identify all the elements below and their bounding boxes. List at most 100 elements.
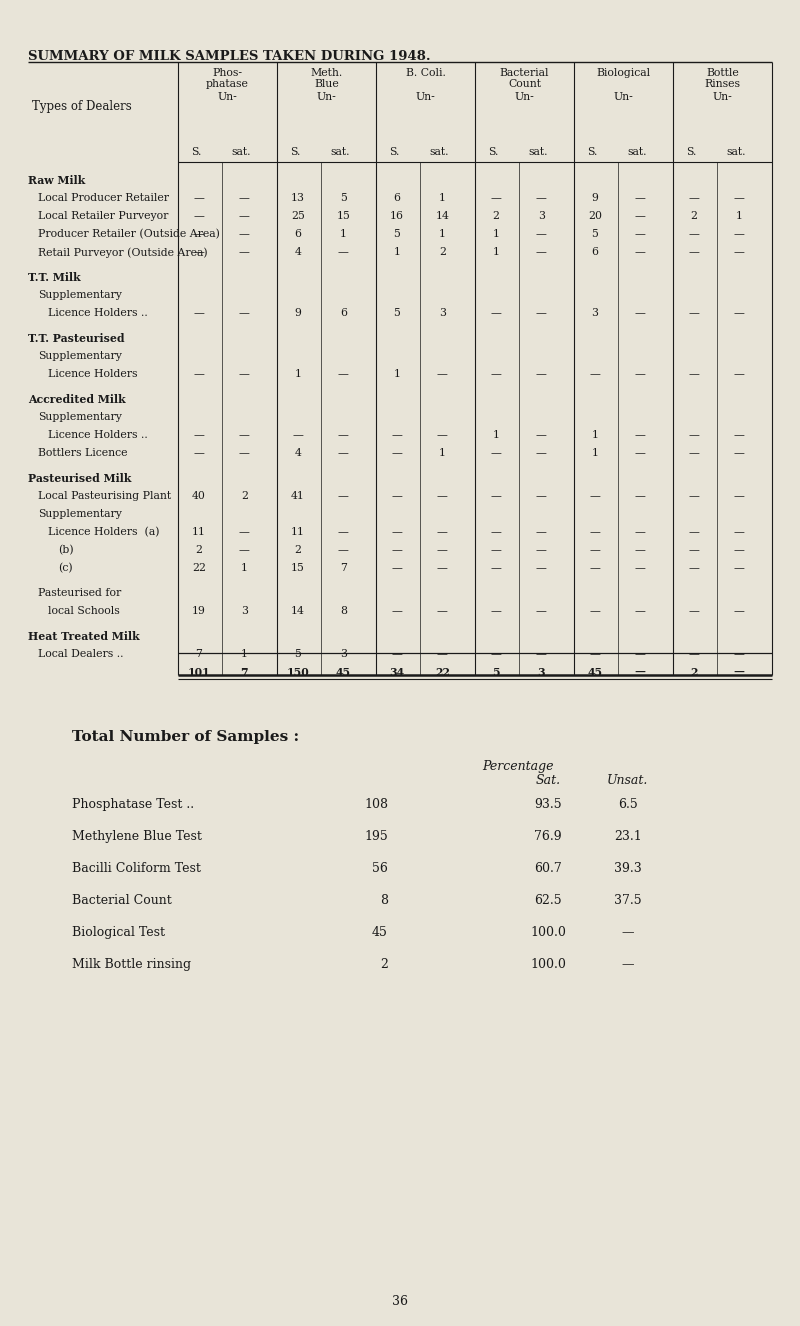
Text: 1: 1 xyxy=(394,247,400,257)
Text: 39.3: 39.3 xyxy=(614,862,642,875)
Text: —: — xyxy=(635,430,646,440)
Text: —: — xyxy=(536,247,546,257)
Text: 41: 41 xyxy=(291,491,305,501)
Text: —: — xyxy=(688,229,699,239)
Text: 9: 9 xyxy=(294,308,302,318)
Text: —: — xyxy=(490,606,502,617)
Text: Milk Bottle rinsing: Milk Bottle rinsing xyxy=(72,957,191,971)
Text: —: — xyxy=(239,229,250,239)
Text: Licence Holders ..: Licence Holders .. xyxy=(48,430,148,440)
Text: Local Dealers ..: Local Dealers .. xyxy=(38,648,123,659)
Text: —: — xyxy=(391,448,402,457)
Text: —: — xyxy=(490,648,502,659)
Text: sat.: sat. xyxy=(330,147,350,156)
Text: —: — xyxy=(734,308,745,318)
Text: 6: 6 xyxy=(294,229,302,239)
Text: —: — xyxy=(391,491,402,501)
Text: phatase: phatase xyxy=(206,80,249,89)
Text: —: — xyxy=(239,247,250,257)
Text: 1: 1 xyxy=(736,211,743,221)
Text: Un-: Un- xyxy=(514,91,534,102)
Text: 5: 5 xyxy=(394,229,400,239)
Text: —: — xyxy=(688,247,699,257)
Text: —: — xyxy=(734,545,745,556)
Text: —: — xyxy=(635,369,646,379)
Text: —: — xyxy=(635,194,646,203)
Text: —: — xyxy=(536,448,546,457)
Text: 40: 40 xyxy=(192,491,206,501)
Text: —: — xyxy=(688,308,699,318)
Text: 37.5: 37.5 xyxy=(614,894,642,907)
Text: 1: 1 xyxy=(439,229,446,239)
Text: 195: 195 xyxy=(364,830,388,843)
Text: T.T. Pasteurised: T.T. Pasteurised xyxy=(28,333,125,343)
Text: 62.5: 62.5 xyxy=(534,894,562,907)
Text: Sat.: Sat. xyxy=(535,774,561,788)
Text: —: — xyxy=(239,194,250,203)
Text: —: — xyxy=(490,564,502,573)
Text: 2: 2 xyxy=(439,247,446,257)
Text: 22: 22 xyxy=(192,564,206,573)
Text: —: — xyxy=(490,194,502,203)
Text: (c): (c) xyxy=(58,564,73,573)
Text: —: — xyxy=(688,369,699,379)
Text: Licence Holders: Licence Holders xyxy=(48,369,138,379)
Text: 7: 7 xyxy=(340,564,346,573)
Text: —: — xyxy=(437,491,448,501)
Text: Unsat.: Unsat. xyxy=(607,774,649,788)
Text: —: — xyxy=(490,491,502,501)
Text: —: — xyxy=(635,491,646,501)
Text: sat.: sat. xyxy=(232,147,251,156)
Text: —: — xyxy=(437,606,448,617)
Text: —: — xyxy=(194,194,204,203)
Text: T.T. Milk: T.T. Milk xyxy=(28,272,81,282)
Text: Local Producer Retailer: Local Producer Retailer xyxy=(38,194,169,203)
Text: 7: 7 xyxy=(241,667,248,678)
Text: Bacterial: Bacterial xyxy=(500,68,550,78)
Text: —: — xyxy=(338,369,349,379)
Text: 11: 11 xyxy=(290,526,305,537)
Text: —: — xyxy=(338,526,349,537)
Text: —: — xyxy=(194,308,204,318)
Text: Phosphatase Test ..: Phosphatase Test .. xyxy=(72,798,194,812)
Text: —: — xyxy=(437,648,448,659)
Text: —: — xyxy=(734,247,745,257)
Text: —: — xyxy=(536,229,546,239)
Text: SUMMARY OF MILK SAMPLES TAKEN DURING 1948.: SUMMARY OF MILK SAMPLES TAKEN DURING 194… xyxy=(28,50,430,64)
Text: —: — xyxy=(391,526,402,537)
Text: —: — xyxy=(590,526,600,537)
Text: sat.: sat. xyxy=(529,147,548,156)
Text: —: — xyxy=(239,430,250,440)
Text: —: — xyxy=(437,430,448,440)
Text: —: — xyxy=(734,229,745,239)
Text: 14: 14 xyxy=(291,606,305,617)
Text: 14: 14 xyxy=(435,211,450,221)
Text: —: — xyxy=(194,211,204,221)
Text: 2: 2 xyxy=(492,211,499,221)
Text: Un-: Un- xyxy=(416,91,435,102)
Text: 1: 1 xyxy=(492,229,499,239)
Text: —: — xyxy=(194,430,204,440)
Text: —: — xyxy=(590,369,600,379)
Text: 76.9: 76.9 xyxy=(534,830,562,843)
Text: 22: 22 xyxy=(435,667,450,678)
Text: —: — xyxy=(688,448,699,457)
Text: Supplementary: Supplementary xyxy=(38,290,122,300)
Text: —: — xyxy=(734,369,745,379)
Text: Total Number of Samples :: Total Number of Samples : xyxy=(72,731,299,744)
Text: 11: 11 xyxy=(192,526,206,537)
Text: —: — xyxy=(688,648,699,659)
Text: B. Coli.: B. Coli. xyxy=(406,68,446,78)
Text: S.: S. xyxy=(389,147,399,156)
Text: —: — xyxy=(688,606,699,617)
Text: —: — xyxy=(536,564,546,573)
Text: —: — xyxy=(688,430,699,440)
Text: —: — xyxy=(590,491,600,501)
Text: 2: 2 xyxy=(241,491,248,501)
Text: —: — xyxy=(536,194,546,203)
Text: —: — xyxy=(239,448,250,457)
Text: Un-: Un- xyxy=(614,91,634,102)
Text: —: — xyxy=(391,648,402,659)
Text: —: — xyxy=(622,957,634,971)
Text: —: — xyxy=(734,648,745,659)
